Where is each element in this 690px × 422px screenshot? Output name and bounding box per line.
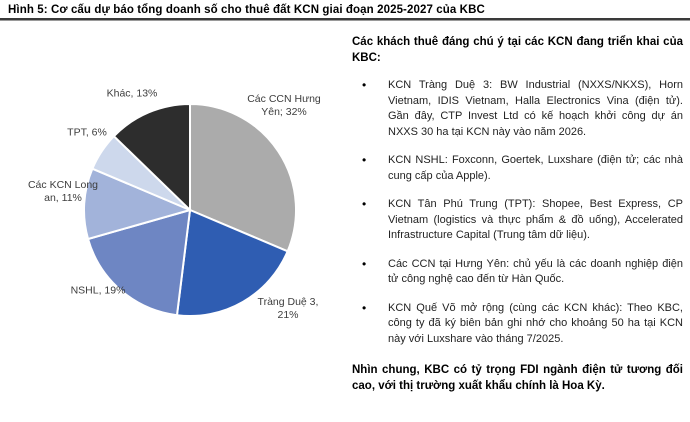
tenants-panel: Các khách thuê đáng chú ý tại các KCN đa… [352,34,683,394]
pie-label-nshl: NSHL, 19% [71,285,126,298]
pie-slice-5 [112,103,191,211]
pie-label-line: 21% [277,309,299,321]
pie-slice-2 [87,209,191,317]
pie-label-line: Các KCN Long [27,179,99,191]
bullet-icon: • [362,153,367,167]
pie-label-line: an, 11% [44,192,82,204]
bullet-icon: • [362,256,367,271]
figure-title: Hình 5: Cơ cấu dự báo tổng doanh số cho … [8,4,485,16]
pie-label-line: NSHL, 19% [70,284,126,297]
pie-label-line: Khác, 13% [106,87,158,100]
bullet-icon: • [362,300,367,315]
list-item: • KCN NSHL: Foxconn, Goertek, Luxshare (… [352,153,683,184]
bullet-text-trang-due-3: KCN Tràng Duệ 3: BW Industrial (NXXS/NKX… [388,79,683,138]
pie-label-tpt: TPT, 6% [67,127,107,140]
panel-closing-note: Nhìn chung, KBC có tỷ trọng FDI ngành đi… [352,364,683,392]
list-item: • KCN Tân Phú Trung (TPT): Shopee, Best … [352,197,683,244]
panel-heading: Các khách thuê đáng chú ý tại các KCN đa… [352,36,683,64]
pie-label-cac-kcn-long-an: Các KCN Long an, 11% [28,179,98,205]
pie-slice-0 [189,103,298,253]
list-item: • Các CCN tại Hưng Yên: chủ yếu là các d… [352,257,683,288]
pie-label-trang-due-3: Tràng Duệ 3, 21% [258,296,319,322]
bullet-text-que-vo: KCN Quế Võ mở rộng (cùng các KCN khác): … [388,301,683,345]
list-item: • KCN Quế Võ mở rộng (cùng các KCN khác)… [352,301,683,348]
bullet-text-tan-phu-trung: KCN Tân Phú Trung (TPT): Shopee, Best Ex… [388,198,683,241]
pie-label-khac: Khác, 13% [107,88,158,101]
bullet-icon: • [362,78,367,92]
tenants-bullet-list: • KCN Tràng Duệ 3: BW Industrial (NXXS/N… [352,78,683,347]
pie-label-line: Tràng Duệ 3, [257,296,319,308]
pie-slice-1 [175,209,289,317]
bullet-icon: • [362,197,367,211]
pie-label-line: Các CCN Hưng [247,93,321,105]
pie-slice-3 [83,167,191,241]
pie-label-line: Yên; 32% [261,106,307,118]
pie-label-cac-ccn-hung-yen: Các CCN Hưng Yên; 32% [247,93,321,119]
bullet-text-nshl: KCN NSHL: Foxconn, Goertek, Luxshare (đi… [388,154,683,182]
pie-label-line: TPT, 6% [67,126,107,139]
bullet-text-ccn-hung-yen: Các CCN tại Hưng Yên: chủ yếu là các doa… [388,257,683,286]
title-divider [0,18,690,21]
list-item: • KCN Tràng Duệ 3: BW Industrial (NXXS/N… [352,78,683,140]
